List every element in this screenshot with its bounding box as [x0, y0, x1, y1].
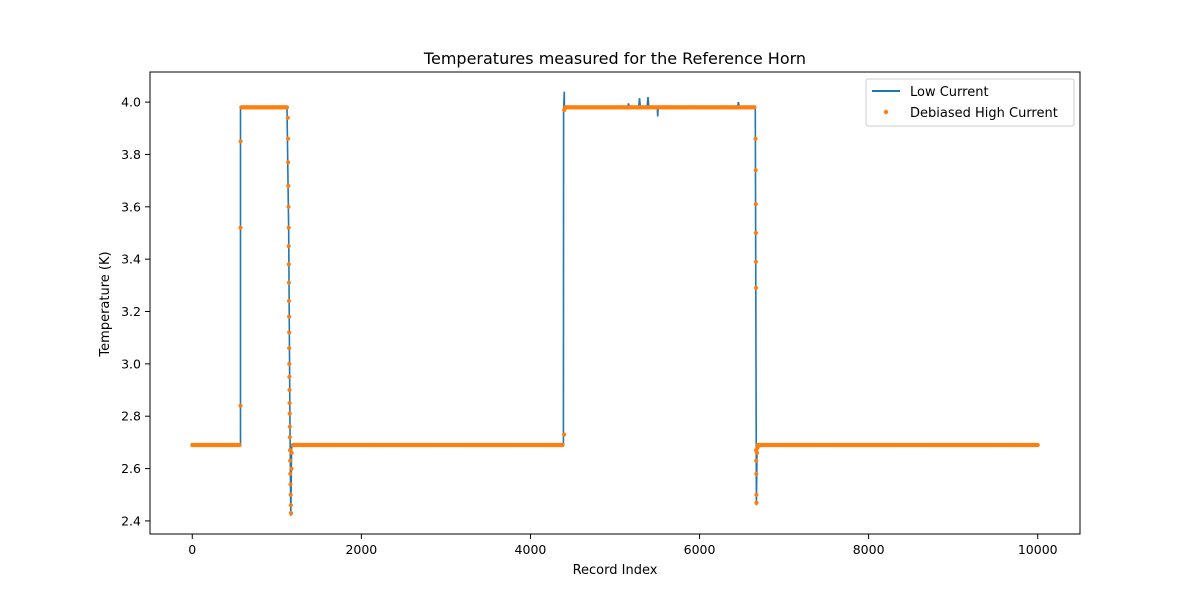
y-tick-label: 2.8 — [121, 409, 141, 424]
scatter-point — [286, 225, 291, 230]
scatter-point — [238, 139, 243, 144]
x-tick-label: 8000 — [853, 542, 885, 557]
scatter-point — [562, 107, 567, 113]
y-tick-label: 3.8 — [121, 147, 141, 162]
y-tick-label: 2.4 — [121, 513, 141, 528]
scatter-point — [287, 361, 292, 366]
scatter-point — [285, 136, 291, 141]
y-tick-label: 3.2 — [121, 304, 141, 319]
scatter-point — [753, 230, 759, 236]
scatter-point — [288, 471, 293, 476]
scatter-point — [755, 445, 760, 450]
legend-label-debiased-high-current: Debiased High Current — [910, 106, 1058, 121]
scatter-point — [560, 442, 565, 448]
scatter-point — [753, 136, 758, 141]
legend-box — [865, 78, 1075, 127]
scatter-point — [286, 298, 292, 304]
scatter-point — [286, 204, 291, 209]
x-axis-label: Record Index — [573, 563, 658, 578]
y-axis-label: Temperature (K) — [98, 251, 113, 357]
scatter-point — [286, 280, 291, 285]
legend-dot-swatch — [883, 109, 889, 115]
scatter-point — [288, 458, 293, 463]
scatter-point — [753, 285, 759, 290]
scatter-point — [754, 500, 759, 505]
scatter-point — [288, 482, 293, 487]
scatter-point — [287, 346, 292, 351]
scatter-point — [287, 314, 292, 319]
scatter-point — [289, 466, 294, 471]
scatter-point — [754, 450, 760, 455]
x-tick-label: 2000 — [345, 542, 377, 557]
series-scatter-debiased-high-current — [190, 105, 1040, 516]
scatter-point — [289, 450, 294, 455]
y-tick-label: 3.4 — [121, 252, 141, 267]
scatter-point — [286, 244, 291, 249]
scatter-point — [286, 183, 291, 188]
scatter-point — [754, 458, 759, 463]
y-tick-label: 3.0 — [121, 356, 141, 371]
scatter-point — [562, 432, 567, 437]
series-line-low-current — [192, 91, 1038, 516]
scatter-point — [753, 259, 759, 264]
scatter-point — [287, 411, 292, 416]
x-tick-label: 10000 — [1018, 542, 1058, 557]
y-tick-label: 4.0 — [121, 95, 141, 110]
scatter-point — [754, 492, 759, 497]
scatter-point — [1035, 442, 1040, 448]
scatter-point — [285, 115, 290, 120]
x-tick-label: 0 — [188, 542, 196, 557]
scatter-point — [752, 105, 757, 110]
scatter-point — [237, 442, 242, 448]
scatter-point — [288, 492, 293, 497]
y-tick-label: 3.6 — [121, 199, 141, 214]
scatter-point — [287, 330, 292, 335]
scatter-point — [288, 510, 294, 516]
scatter-point — [753, 202, 758, 207]
scatter-point — [287, 387, 292, 393]
scatter-point — [754, 471, 759, 476]
y-tick-label: 2.6 — [121, 461, 141, 476]
chart-title: Temperatures measured for the Reference … — [423, 49, 806, 68]
plot-frame — [149, 71, 1081, 535]
x-tick-label: 4000 — [515, 542, 547, 557]
scatter-point — [284, 105, 290, 110]
scatter-point — [286, 160, 291, 165]
legend: Low Current Debiased High Current — [865, 78, 1075, 127]
scatter-point — [287, 435, 292, 440]
scatter-point — [753, 168, 758, 173]
x-tick-label: 6000 — [684, 542, 716, 557]
scatter-point — [287, 401, 292, 406]
scatter-point — [286, 262, 291, 267]
scatter-point — [288, 503, 293, 508]
scatter-point — [238, 225, 243, 230]
scatter-point — [287, 424, 292, 429]
scatter-point — [238, 403, 243, 408]
legend-label-low-current: Low Current — [910, 85, 989, 100]
scatter-point — [287, 374, 292, 379]
